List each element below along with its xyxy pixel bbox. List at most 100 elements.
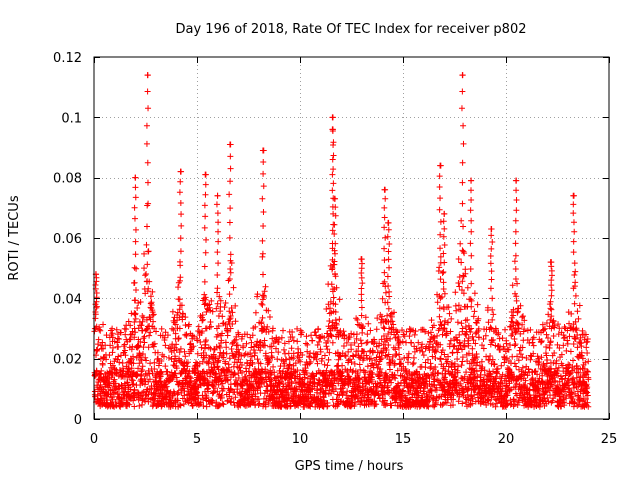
data-point xyxy=(329,114,336,121)
y-axis-label: ROTI / TECUs xyxy=(7,195,22,280)
data-point xyxy=(246,368,253,375)
data-point xyxy=(468,303,475,310)
data-point xyxy=(481,371,488,378)
data-point xyxy=(376,340,383,347)
data-point xyxy=(178,302,185,309)
data-point xyxy=(512,265,519,272)
data-point xyxy=(332,195,339,202)
data-point xyxy=(145,367,152,374)
data-point xyxy=(151,325,158,332)
data-point xyxy=(385,305,392,312)
data-point xyxy=(526,340,533,347)
data-point xyxy=(131,334,138,341)
data-point xyxy=(331,221,338,228)
data-point xyxy=(513,380,520,387)
data-point xyxy=(329,187,336,194)
data-point xyxy=(134,304,141,311)
data-point xyxy=(535,355,542,362)
data-point xyxy=(324,346,331,353)
data-point xyxy=(562,388,569,395)
data-point xyxy=(373,401,380,408)
data-point xyxy=(214,331,221,338)
data-point xyxy=(511,398,518,405)
data-point xyxy=(448,359,455,366)
data-point xyxy=(530,342,537,349)
data-point xyxy=(279,327,286,334)
data-point xyxy=(564,365,571,372)
data-point xyxy=(248,339,255,346)
data-point xyxy=(217,297,224,304)
data-point xyxy=(323,343,330,350)
data-point xyxy=(410,354,417,361)
data-point xyxy=(436,206,443,213)
data-point xyxy=(510,322,517,329)
data-point xyxy=(545,398,552,405)
data-point xyxy=(440,269,447,276)
data-point xyxy=(464,284,471,291)
data-point xyxy=(543,320,550,327)
data-point xyxy=(219,330,226,337)
data-point xyxy=(144,261,151,268)
data-point xyxy=(142,272,149,279)
data-point xyxy=(574,402,581,409)
data-point xyxy=(555,364,562,371)
data-point xyxy=(427,329,434,336)
data-point xyxy=(286,361,293,368)
data-point xyxy=(241,352,248,359)
data-point xyxy=(385,389,392,396)
data-point xyxy=(566,320,573,327)
data-point xyxy=(138,322,145,329)
data-point xyxy=(131,325,138,332)
data-point xyxy=(179,381,186,388)
data-point xyxy=(510,306,517,313)
data-point xyxy=(395,344,402,351)
data-point xyxy=(571,272,578,279)
data-point xyxy=(265,359,272,366)
data-point xyxy=(373,354,380,361)
data-point xyxy=(258,319,265,326)
data-point xyxy=(266,358,273,365)
data-point xyxy=(550,318,557,325)
data-point xyxy=(333,321,340,328)
data-point xyxy=(374,364,381,371)
data-point xyxy=(313,356,320,363)
data-point xyxy=(145,105,152,112)
y-tick-label: 0.02 xyxy=(53,353,82,368)
data-point xyxy=(130,353,137,360)
data-point xyxy=(520,313,527,320)
data-point xyxy=(430,335,437,342)
data-point xyxy=(303,369,310,376)
data-point xyxy=(215,228,222,235)
data-point xyxy=(214,272,221,279)
data-point xyxy=(381,269,388,276)
data-point xyxy=(512,275,519,282)
data-point xyxy=(510,312,517,319)
data-point xyxy=(195,323,202,330)
data-point xyxy=(453,307,460,314)
data-point xyxy=(329,171,336,178)
data-point xyxy=(262,283,269,290)
data-point xyxy=(451,342,458,349)
data-point xyxy=(283,356,290,363)
data-point xyxy=(132,329,139,336)
data-point xyxy=(167,389,174,396)
data-point xyxy=(139,351,146,358)
data-point xyxy=(351,380,358,387)
data-point xyxy=(281,360,288,367)
data-point xyxy=(245,385,252,392)
data-point xyxy=(519,354,526,361)
data-point xyxy=(307,358,314,365)
data-point xyxy=(462,399,469,406)
data-point xyxy=(572,279,579,286)
data-point xyxy=(208,297,215,304)
data-point xyxy=(144,88,151,95)
data-point xyxy=(179,310,186,317)
data-point xyxy=(450,392,457,399)
data-point xyxy=(507,323,514,330)
data-point xyxy=(445,304,452,311)
data-point xyxy=(559,376,566,383)
data-point xyxy=(434,299,441,306)
data-point xyxy=(158,369,165,376)
data-point xyxy=(232,394,239,401)
data-point xyxy=(306,354,313,361)
